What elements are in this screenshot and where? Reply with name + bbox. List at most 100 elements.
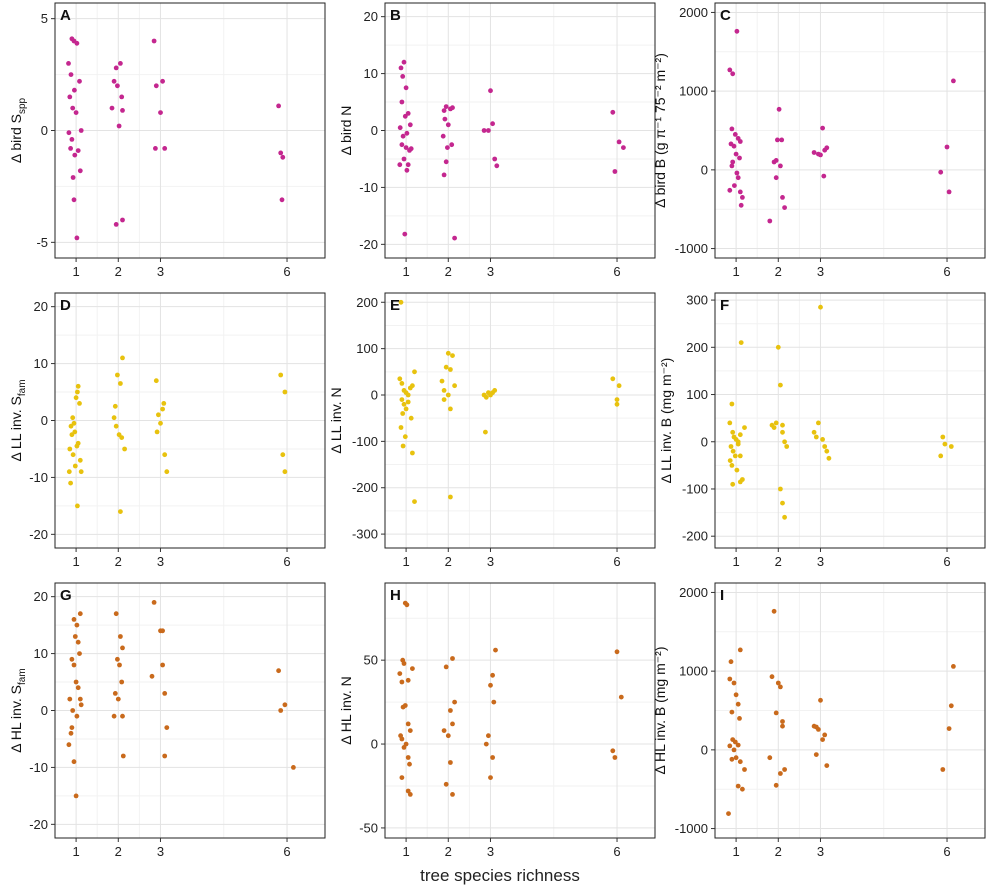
- data-point: [403, 85, 409, 91]
- data-point: [614, 397, 620, 402]
- data-point: [944, 144, 950, 150]
- data-point: [282, 702, 288, 708]
- data-point: [730, 71, 736, 77]
- data-point: [399, 775, 405, 780]
- data-point: [448, 760, 453, 765]
- panel-G: -20 -10 0 10 20 1 2 3 6 G Δ HL inv. Sfam: [8, 582, 326, 859]
- data-point: [486, 128, 491, 133]
- data-point: [727, 458, 733, 463]
- data-point: [160, 628, 166, 634]
- data-point: [111, 78, 117, 84]
- data-point: [408, 415, 414, 421]
- data-point: [775, 137, 780, 143]
- data-point: [450, 721, 455, 727]
- data-point: [162, 146, 168, 151]
- data-point: [74, 235, 80, 241]
- data-point: [735, 701, 741, 707]
- data-point: [398, 65, 404, 71]
- data-point: [445, 392, 451, 398]
- x-tick-label: 1: [732, 844, 739, 859]
- data-point: [115, 372, 120, 378]
- data-point: [410, 383, 415, 389]
- data-point: [276, 668, 281, 674]
- x-tick-label: 1: [72, 844, 79, 859]
- data-point: [405, 755, 411, 760]
- data-point: [72, 634, 78, 639]
- data-point: [728, 659, 734, 665]
- data-point: [726, 811, 731, 816]
- data-point: [70, 415, 76, 421]
- y-tick-label: -300: [352, 527, 378, 542]
- y-tick-label: 10: [34, 646, 48, 661]
- data-point: [449, 142, 455, 148]
- data-point: [73, 679, 79, 685]
- data-point: [115, 83, 120, 89]
- data-point: [70, 175, 76, 180]
- y-tick-label: 100: [686, 387, 708, 402]
- data-point: [156, 412, 161, 418]
- data-point: [938, 169, 944, 175]
- data-point: [68, 480, 73, 486]
- data-point: [767, 218, 773, 224]
- y-tick-label: 200: [686, 340, 708, 355]
- x-tick-label: 3: [157, 554, 164, 569]
- data-point: [732, 739, 738, 745]
- y-tick-label: -20: [359, 237, 378, 252]
- data-point: [614, 401, 620, 407]
- data-point: [398, 425, 404, 430]
- data-point: [729, 756, 735, 762]
- data-point: [442, 116, 448, 122]
- data-point: [742, 767, 747, 772]
- data-point: [778, 382, 783, 388]
- data-point: [490, 672, 495, 678]
- data-point: [113, 65, 119, 71]
- data-point: [773, 420, 779, 426]
- x-tick-label: 2: [445, 844, 452, 859]
- data-point: [408, 146, 414, 152]
- data-point: [122, 446, 127, 452]
- data-point: [404, 167, 410, 173]
- data-point: [780, 429, 785, 435]
- data-point: [404, 602, 410, 608]
- y-tick-label: -5: [36, 235, 48, 250]
- y-axis-title: Δ bird N: [338, 106, 354, 156]
- data-point: [403, 145, 409, 151]
- data-point: [149, 673, 155, 679]
- data-point: [820, 437, 825, 442]
- x-tick-label: 3: [487, 554, 494, 569]
- y-axis-title: Δ LL inv. N: [328, 387, 344, 453]
- data-point: [737, 716, 742, 721]
- data-point: [822, 732, 828, 738]
- x-tick-label: 3: [817, 264, 824, 279]
- x-tick-label: 6: [283, 844, 290, 859]
- data-point: [407, 761, 412, 767]
- x-tick-label: 6: [943, 554, 950, 569]
- data-point: [734, 467, 740, 473]
- y-tick-label: 10: [364, 66, 378, 81]
- data-point: [70, 105, 76, 111]
- data-point: [452, 383, 457, 389]
- data-point: [443, 364, 449, 370]
- y-tick-label: 50: [364, 653, 378, 668]
- data-point: [488, 682, 493, 688]
- data-point: [951, 664, 956, 669]
- y-tick-label: -200: [682, 529, 708, 544]
- data-point: [118, 509, 123, 514]
- data-point: [440, 133, 446, 139]
- data-point: [780, 723, 785, 729]
- data-point: [117, 662, 122, 668]
- y-tick-label: -50: [359, 820, 378, 835]
- data-point: [448, 494, 453, 500]
- y-tick-label: -10: [29, 760, 48, 775]
- data-point: [278, 708, 284, 713]
- data-point: [67, 446, 73, 452]
- data-point: [66, 469, 72, 475]
- x-tick-label: 1: [732, 264, 739, 279]
- data-point: [120, 217, 125, 223]
- y-tick-label: -20: [29, 817, 48, 832]
- data-point: [161, 401, 167, 406]
- data-point: [778, 771, 783, 776]
- data-point: [775, 344, 781, 350]
- data-point: [69, 725, 75, 730]
- x-tick-label: 1: [732, 554, 739, 569]
